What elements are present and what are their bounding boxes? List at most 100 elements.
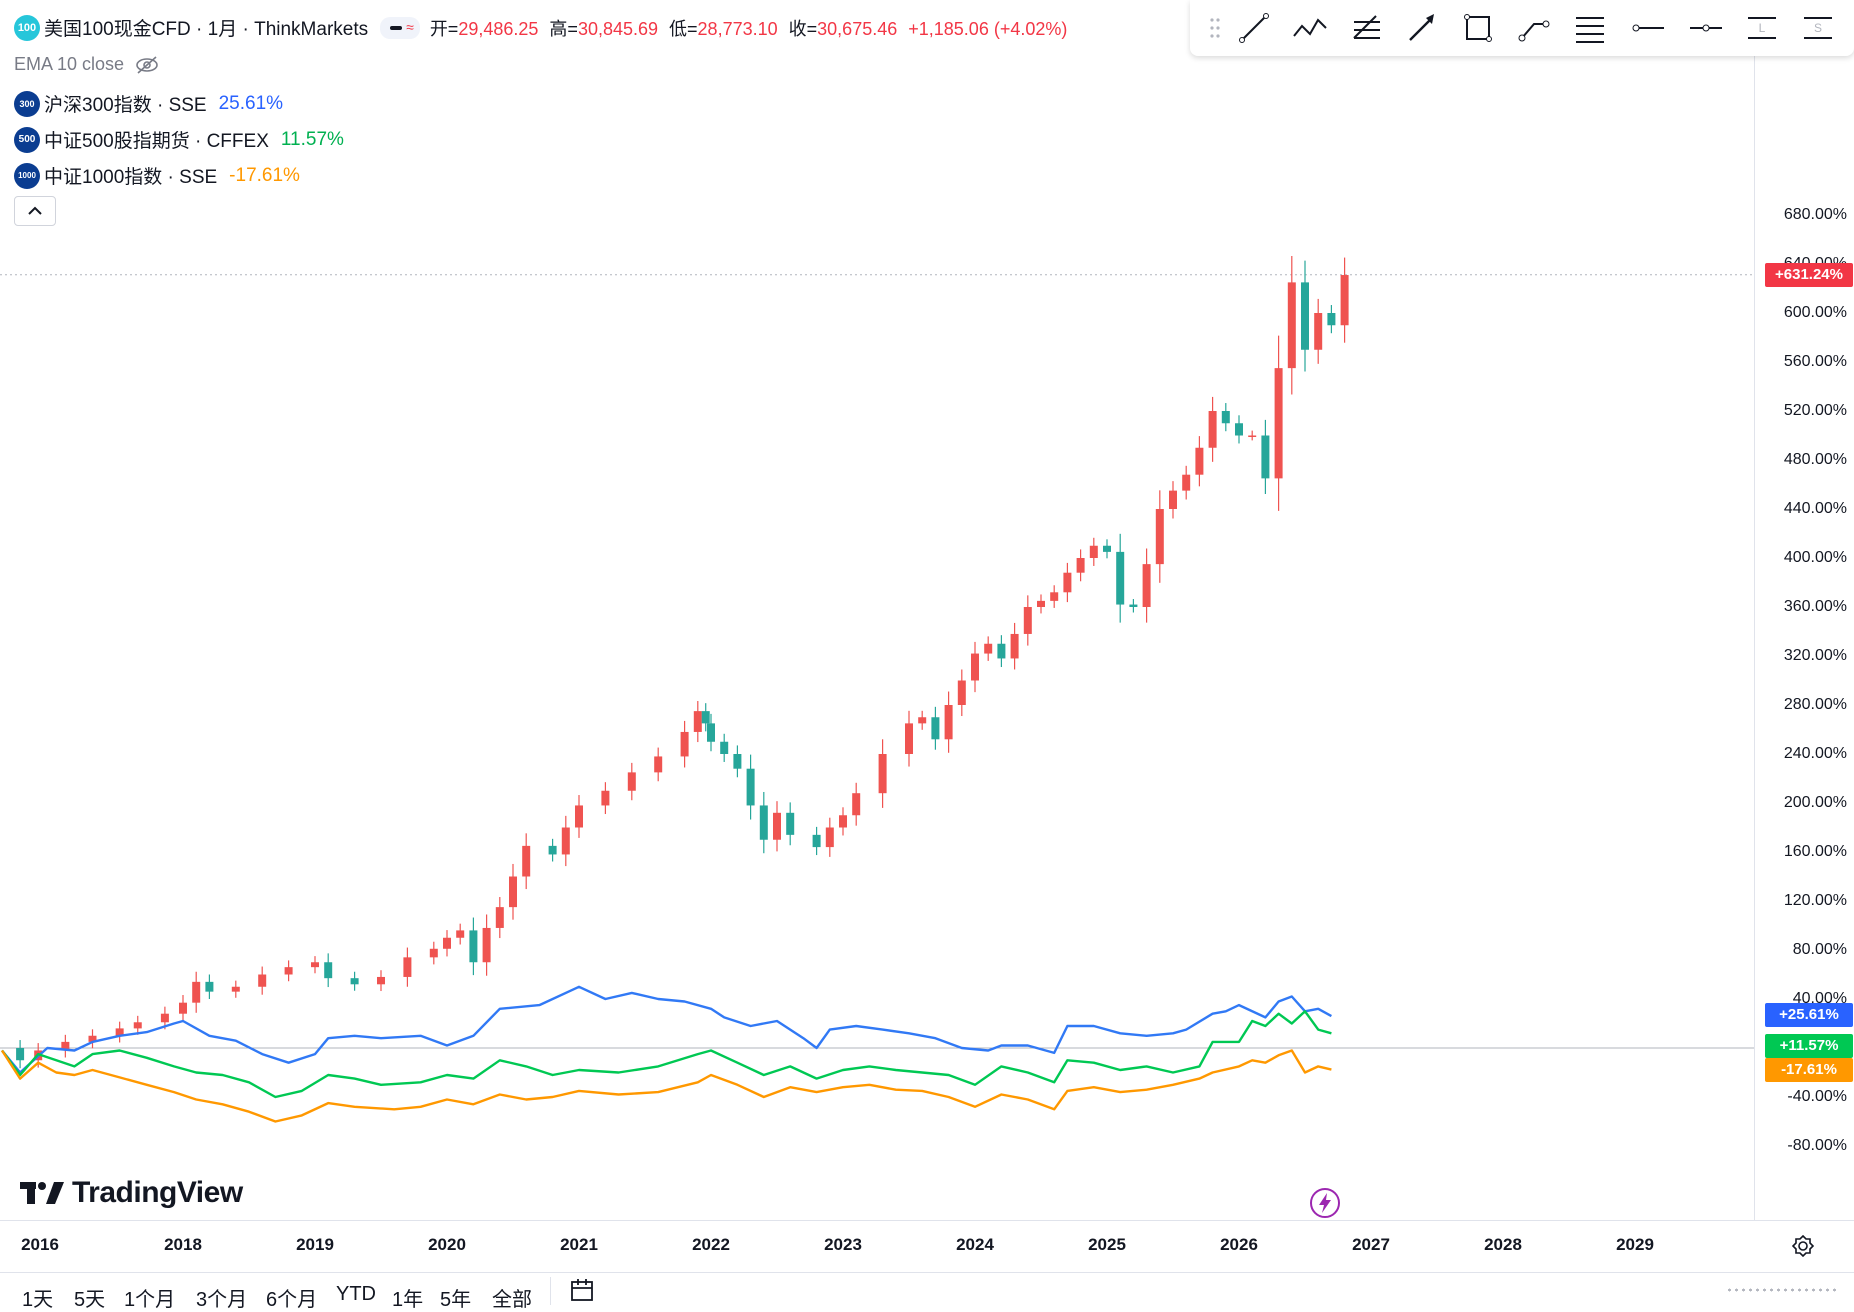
candle [852,782,861,826]
drag-handle-icon[interactable] [1196,8,1236,48]
range-button[interactable]: YTD [336,1283,376,1305]
legend-item-hs300[interactable]: 300 沪深300指数 · SSE 25.61% [14,90,283,117]
rectangle-icon[interactable] [1458,8,1498,48]
candle-body [746,768,755,806]
candle [133,1015,142,1035]
hs300-name[interactable]: 沪深300指数 · SSE [44,95,207,116]
candle-body [997,643,1006,659]
candle [1010,622,1019,670]
candle-body [1037,600,1045,607]
range-button[interactable]: 6个月 [266,1289,318,1311]
symbol-title[interactable]: 美国100现金CFD · 1月 · ThinkMarkets [44,19,369,40]
candle-body [707,723,715,742]
candle-body [522,845,531,877]
candle-body [575,805,583,828]
tradingview-logo[interactable]: TradingView [20,1176,243,1210]
candle-body [133,1022,142,1029]
range-button[interactable]: 1天 [22,1289,54,1311]
candle [192,971,201,1013]
arrow-icon[interactable] [1402,8,1442,48]
candle-body [878,754,887,794]
long-position-icon[interactable]: L [1742,8,1782,48]
candle [825,817,834,857]
legend-item-zz1000[interactable]: 1000 中证1000指数 · SSE -17.61% [14,162,300,189]
indicator-row[interactable]: EMA 10 close [14,54,160,75]
horizontal-ray-icon[interactable] [1628,8,1668,48]
zz1000-name[interactable]: 中证1000指数 · SSE [44,167,218,188]
change-value: +1,185.06 (+4.02%) [908,18,1068,39]
range-button[interactable]: 5年 [440,1289,472,1311]
candle [812,826,821,856]
candle-body [561,827,570,855]
calendar-range-icon[interactable] [568,1277,598,1305]
candle-body [957,680,966,705]
path-icon[interactable] [1514,8,1554,48]
minus-icon[interactable] [390,25,403,30]
short-position-icon[interactable]: S [1798,8,1838,48]
candle [601,782,610,815]
range-button[interactable]: 5天 [74,1289,106,1311]
settings-gear-icon[interactable] [1792,1235,1814,1257]
wave-icon[interactable]: ≈ [406,18,414,35]
horizontal-line-icon[interactable] [1686,8,1726,48]
collapse-legend-button[interactable] [14,196,56,226]
candle [1076,549,1085,582]
ohlc-values: 开=29,486.25 高=30,845.69 低=28,773.10 收=30… [430,15,1068,41]
range-button[interactable]: 3个月 [196,1289,248,1311]
chart-pane[interactable]: 100 美国100现金CFD · 1月 · ThinkMarkets ≈ 开=2… [0,0,1754,1220]
right-dotted-handle[interactable] [1726,1287,1836,1293]
candle [746,754,755,820]
candle [231,980,240,998]
svg-text:L: L [1759,21,1766,35]
trend-line-icon[interactable] [1234,8,1274,48]
candle-body [1221,411,1230,424]
eye-toggle-icon[interactable]: ≈ [380,16,420,39]
candle [878,739,887,808]
candle [1037,594,1045,614]
legend-item-zz500[interactable]: 500 中证500股指期货 · CFFEX 11.57% [14,126,344,153]
range-button[interactable]: 1年 [392,1289,424,1311]
candle-body [350,978,359,985]
candle-body [759,805,768,840]
price-axis[interactable]: 680.00%640.00%600.00%560.00%520.00%480.0… [1754,0,1854,1220]
zz1000-line[interactable] [0,1049,1332,1123]
wave-icon[interactable] [1290,8,1330,48]
candle [179,995,187,1022]
candle-body [1116,551,1125,605]
candle-body [1063,572,1072,593]
range-button[interactable]: 全部 [492,1289,532,1311]
price-axis-label: 360.00% [1783,598,1847,615]
chart-svg[interactable] [0,0,1754,1220]
time-axis-label: 2028 [1484,1235,1522,1254]
time-axis[interactable]: 2016 2018 2019 2020 2021 2022 2023 2024 2025 2026… [0,1220,1854,1271]
hs300-value: 25.61% [218,92,284,114]
indicator-label[interactable]: EMA 10 close [14,54,125,74]
fib-icon[interactable] [1346,8,1386,48]
zz500-line[interactable] [1,1010,1332,1099]
zz500-name[interactable]: 中证500股指期货 · CFFEX [44,131,269,152]
lightning-icon[interactable] [1309,1187,1341,1219]
candle [701,703,710,732]
candle [1063,562,1072,603]
candle-body [179,1002,187,1014]
candle-body [918,717,927,724]
candle-body [429,948,438,958]
candle [469,917,478,976]
range-button[interactable]: 1个月 [124,1289,176,1311]
hidden-eye-icon[interactable] [134,55,160,75]
parallel-lines-icon[interactable] [1570,8,1610,48]
candle-body [601,790,610,806]
candle-body [311,962,319,968]
chevron-up-icon [28,206,42,215]
time-axis-label: 2018 [164,1235,202,1254]
hs300-line[interactable] [1,985,1332,1074]
close-label: 收= [788,18,818,39]
candle-body [1142,564,1151,607]
zz500-value: 11.57% [280,128,344,150]
candle [1235,415,1243,444]
zz500-badge: 500 [14,126,40,153]
price-axis-label: 520.00% [1783,402,1847,419]
symbol-header[interactable]: 100 美国100现金CFD · 1月 · ThinkMarkets ≈ 开=2… [14,14,1067,41]
candle-body [16,1048,25,1061]
